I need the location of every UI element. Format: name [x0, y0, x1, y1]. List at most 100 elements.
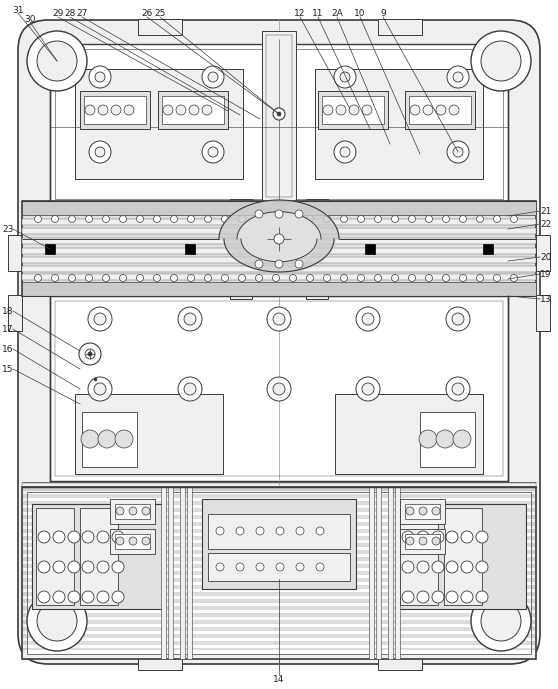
Circle shape	[334, 141, 356, 163]
Circle shape	[27, 31, 87, 91]
Circle shape	[295, 210, 303, 218]
Circle shape	[461, 561, 473, 573]
Text: 20: 20	[540, 252, 552, 262]
Bar	[400, 499, 445, 524]
Circle shape	[119, 216, 127, 223]
Bar	[22, 588, 536, 593]
Circle shape	[275, 260, 283, 268]
Circle shape	[178, 307, 202, 331]
Bar	[75, 69, 243, 179]
Bar	[322, 96, 384, 124]
Circle shape	[176, 105, 186, 115]
Circle shape	[236, 527, 244, 535]
Bar	[55, 301, 503, 476]
Text: 21: 21	[540, 207, 552, 216]
Bar	[22, 553, 536, 558]
Circle shape	[51, 274, 59, 282]
Circle shape	[417, 591, 429, 603]
Circle shape	[274, 234, 284, 244]
Circle shape	[358, 274, 364, 282]
Circle shape	[402, 531, 414, 543]
Circle shape	[432, 591, 444, 603]
Text: 29: 29	[52, 8, 64, 17]
Circle shape	[392, 274, 398, 282]
Circle shape	[511, 274, 517, 282]
Circle shape	[446, 591, 458, 603]
Circle shape	[267, 377, 291, 401]
Circle shape	[423, 105, 433, 115]
Circle shape	[94, 313, 106, 325]
Circle shape	[323, 105, 333, 115]
Bar	[82, 412, 137, 467]
Circle shape	[38, 591, 50, 603]
Bar	[22, 595, 536, 600]
Circle shape	[452, 313, 464, 325]
Circle shape	[98, 430, 116, 448]
Bar	[22, 238, 536, 244]
Bar	[444, 508, 482, 605]
Circle shape	[119, 274, 127, 282]
Circle shape	[419, 507, 427, 515]
Bar	[138, 19, 182, 35]
Circle shape	[406, 507, 414, 515]
Circle shape	[273, 108, 285, 120]
Circle shape	[69, 274, 75, 282]
Circle shape	[184, 313, 196, 325]
Circle shape	[276, 527, 284, 535]
Bar	[315, 69, 483, 179]
Circle shape	[471, 31, 531, 91]
Circle shape	[277, 112, 281, 116]
Circle shape	[35, 274, 41, 282]
Bar	[22, 546, 536, 551]
Circle shape	[362, 383, 374, 395]
Text: 15: 15	[2, 364, 14, 373]
Bar	[50, 296, 508, 481]
Text: 19: 19	[540, 269, 552, 278]
Circle shape	[295, 260, 303, 268]
Bar	[335, 394, 483, 474]
Bar	[36, 508, 74, 605]
Circle shape	[316, 527, 324, 535]
Circle shape	[453, 72, 463, 82]
Bar	[22, 201, 536, 296]
Circle shape	[273, 383, 285, 395]
Circle shape	[392, 216, 398, 223]
Circle shape	[187, 274, 195, 282]
Text: 31: 31	[12, 6, 24, 14]
Circle shape	[419, 537, 427, 545]
Circle shape	[68, 591, 80, 603]
Bar	[158, 91, 228, 129]
Circle shape	[453, 430, 471, 448]
Bar	[185, 244, 195, 254]
Circle shape	[112, 531, 124, 543]
Circle shape	[340, 216, 348, 223]
Circle shape	[316, 563, 324, 571]
Circle shape	[153, 216, 161, 223]
Circle shape	[137, 216, 143, 223]
Circle shape	[452, 383, 464, 395]
Bar	[395, 487, 400, 659]
Circle shape	[68, 561, 80, 573]
Circle shape	[408, 216, 416, 223]
Bar	[208, 553, 350, 581]
Bar	[22, 490, 536, 495]
Bar	[22, 539, 536, 544]
Bar	[400, 529, 445, 554]
Circle shape	[334, 66, 356, 88]
Bar	[306, 199, 328, 299]
Circle shape	[79, 343, 101, 365]
Circle shape	[290, 274, 296, 282]
Text: 10: 10	[354, 8, 365, 17]
Text: 26: 26	[141, 8, 153, 17]
Circle shape	[236, 563, 244, 571]
Bar	[262, 31, 296, 201]
Circle shape	[129, 507, 137, 515]
Circle shape	[137, 274, 143, 282]
Text: 18: 18	[2, 307, 14, 316]
Circle shape	[153, 274, 161, 282]
Circle shape	[272, 216, 280, 223]
Circle shape	[37, 601, 77, 641]
Bar	[8, 295, 22, 331]
Circle shape	[124, 105, 134, 115]
Circle shape	[374, 274, 382, 282]
